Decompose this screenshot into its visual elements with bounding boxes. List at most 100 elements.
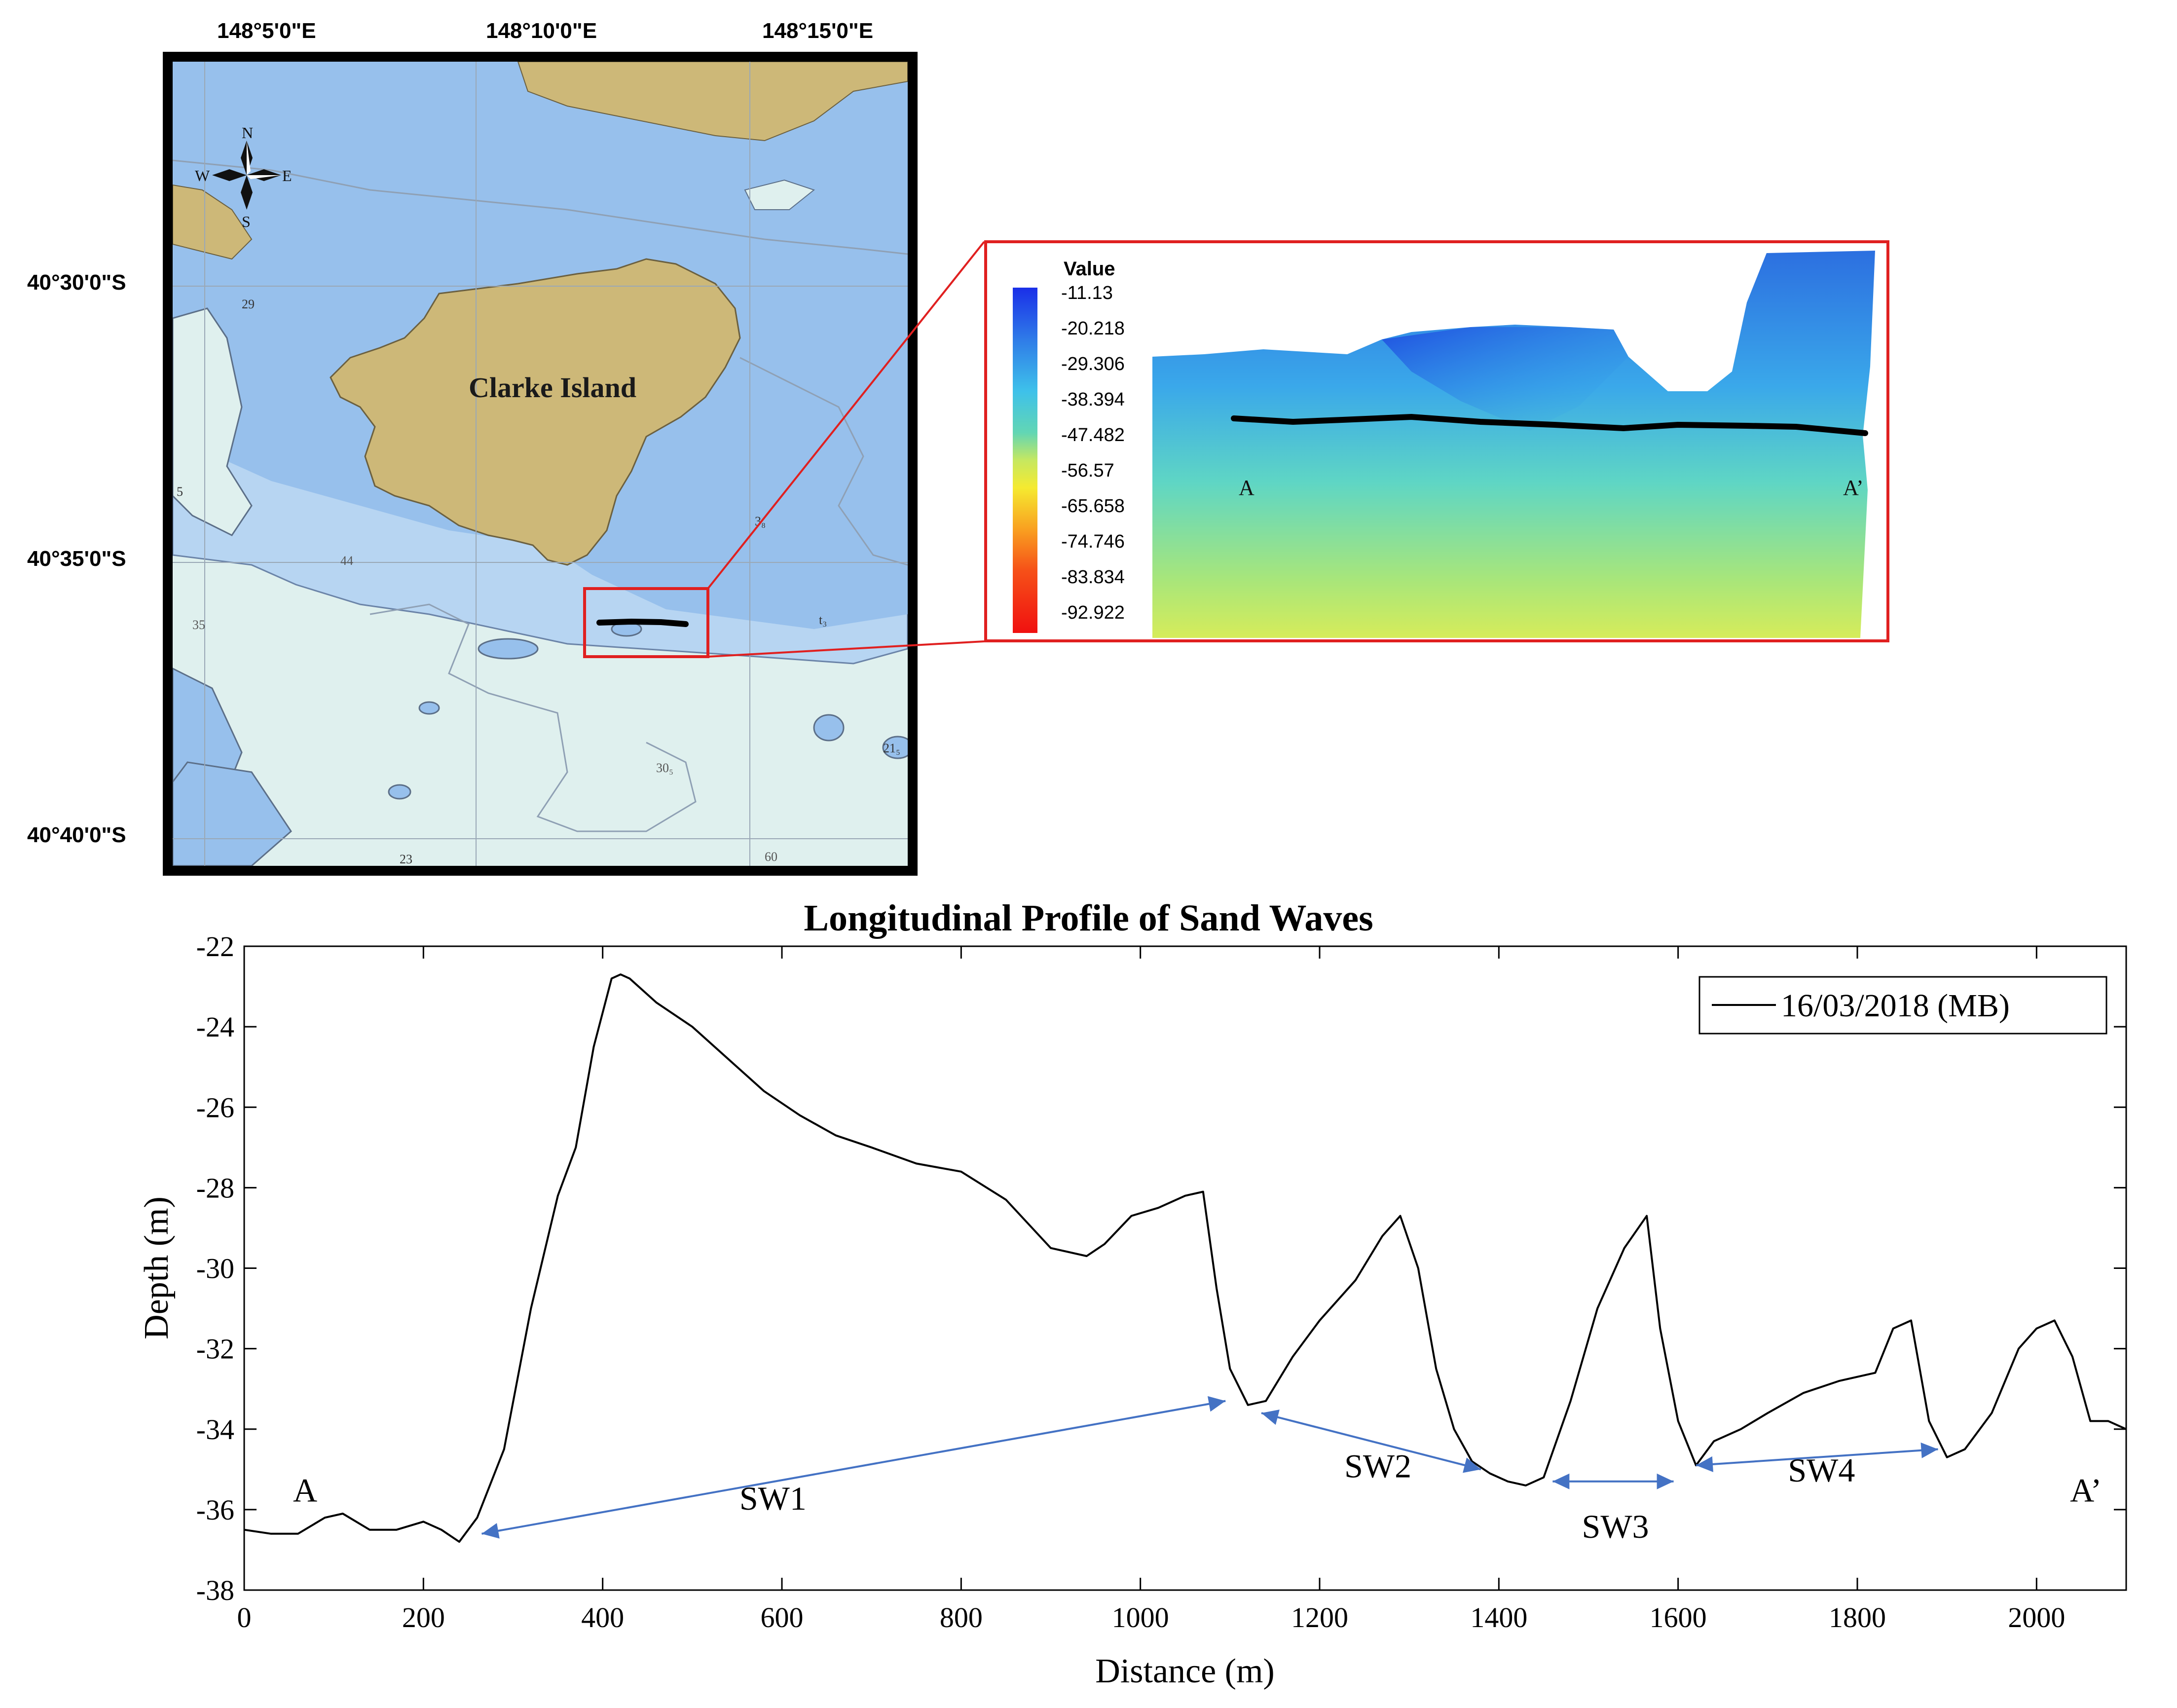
x-tick-label: 800	[940, 1601, 983, 1634]
legend-value: -65.658	[1061, 496, 1125, 517]
map-profile-line	[596, 618, 689, 627]
sounding-44: 44	[340, 554, 353, 568]
axis-ticks: 0 200 400 600 800 1000 1200 1400 1600 1800 2000 -38…	[196, 930, 2126, 1634]
annotation-label: A	[293, 1472, 317, 1509]
x-tick-label: 200	[402, 1601, 445, 1634]
x-tick-label: 1000	[1112, 1601, 1169, 1634]
legend-value: -11.13	[1061, 283, 1113, 303]
series-line-0	[244, 973, 2127, 1543]
x-tick-label: 600	[761, 1601, 804, 1634]
y-tick-label: -22	[196, 930, 234, 963]
map-canvas: Clarke Island 29 44 35 30₅ 60 21₅ 23 5 3…	[173, 62, 908, 866]
y-tick-label: -32	[196, 1333, 234, 1365]
shallow-bank-lower	[173, 761, 292, 866]
islet-6	[882, 736, 908, 759]
annotation-label: A’	[2070, 1472, 2102, 1509]
chart-legend: 16/03/2018 (MB)	[1698, 976, 2107, 1035]
legend-value: -47.482	[1061, 425, 1125, 446]
x-tick-label: 1200	[1291, 1601, 1348, 1634]
sounding-21: 21₅	[883, 741, 900, 755]
deep-water-overlay	[1382, 327, 1628, 431]
sounding-5: 5	[177, 484, 183, 499]
annotation-arrow-sw4	[1696, 1448, 1938, 1467]
arrowhead	[1920, 1442, 1938, 1458]
x-tick-label: 1800	[1829, 1601, 1886, 1634]
arrowhead	[1696, 1456, 1713, 1472]
annotation-label: SW4	[1788, 1451, 1855, 1489]
y-tick-label: -36	[196, 1494, 234, 1526]
annotation-arrow-sw2	[1261, 1412, 1481, 1471]
x-tick-label: 1600	[1650, 1601, 1707, 1634]
lat-label-1: 40°30'0"S	[27, 270, 126, 295]
inset-profile-line	[1231, 413, 1868, 436]
y-tick-label: -26	[196, 1091, 234, 1123]
y-tick-label: -34	[196, 1413, 234, 1446]
northern-land	[517, 62, 908, 142]
compass-s: S	[242, 213, 251, 230]
shallow-bank-west	[173, 307, 253, 536]
clarke-island-label: Clarke Island	[469, 371, 636, 404]
compass-w: W	[195, 167, 210, 185]
islet-5	[388, 784, 411, 800]
arrowhead	[1657, 1473, 1674, 1489]
legend-value: -74.746	[1061, 531, 1125, 552]
y-tick-label: -24	[196, 1011, 234, 1043]
arrowhead	[1207, 1396, 1226, 1412]
legend-series-name: 16/03/2018 (MB)	[1781, 988, 2010, 1024]
annotation-label: SW3	[1582, 1508, 1649, 1545]
y-tick-label: -28	[196, 1172, 234, 1204]
islet-1	[478, 638, 539, 660]
sounding-35: 35	[192, 618, 205, 632]
chart-title: Longitudinal Profile of Sand Waves	[804, 897, 1373, 939]
bathymetry-inset: Value -11.13 -20.218 -29.306 -38.394 -47…	[984, 240, 1889, 642]
legend-value: -83.834	[1061, 567, 1125, 588]
inset-label-a-prime: A’	[1843, 476, 1864, 500]
series-layer	[244, 973, 2127, 1543]
lat-label-2: 40°35'0"S	[27, 547, 126, 571]
islet-4	[418, 701, 440, 715]
inset-label-a: A	[1239, 476, 1255, 500]
lon-label-2: 148°10'0"E	[486, 19, 597, 43]
depth-contour-1	[369, 603, 697, 832]
legend-value: -38.394	[1061, 389, 1125, 410]
annotation-arrow-sw1	[481, 1400, 1226, 1535]
inset-surface: A A’	[1152, 251, 1875, 638]
legend-value: -20.218	[1061, 318, 1125, 339]
annotation-layer: A A’ SW1 SW2 SW3 SW4	[293, 1396, 2102, 1545]
compass-rose-icon: N S E W	[195, 124, 292, 230]
annotation-label: SW2	[1344, 1448, 1411, 1485]
islet-3	[813, 714, 845, 742]
sounding-30: 30₅	[656, 761, 673, 775]
x-tick-label: 0	[237, 1601, 252, 1634]
y-axis-label: Depth (m)	[138, 1196, 176, 1339]
y-tick-label: -38	[196, 1574, 234, 1606]
north-west-land	[173, 184, 253, 260]
bathymetry-surface	[1152, 251, 1875, 638]
lon-label-3: 148°15'0"E	[762, 19, 874, 43]
sounding-23: 23	[400, 852, 412, 866]
arrowhead	[1261, 1410, 1280, 1425]
plot-area	[243, 945, 2127, 1591]
small-island-north	[744, 179, 815, 210]
legend-value: -56.57	[1061, 460, 1114, 481]
sounding-29: 29	[242, 297, 255, 311]
sounding-t3: t₃	[819, 613, 827, 627]
annotation-label: SW1	[739, 1480, 807, 1517]
compass-e: E	[282, 167, 292, 185]
legend-value: -92.922	[1061, 602, 1125, 623]
arrowhead	[481, 1523, 500, 1539]
compass-n: N	[242, 124, 253, 142]
x-tick-label: 2000	[2008, 1601, 2065, 1634]
sounding-60: 60	[765, 850, 777, 864]
legend-title: Value	[1064, 258, 1115, 280]
legend-value: -29.306	[1061, 354, 1125, 374]
color-scale-bar	[1013, 288, 1037, 633]
map-highlight-box	[583, 587, 709, 658]
lon-label-1: 148°5'0"E	[217, 19, 316, 43]
arrowhead	[1552, 1473, 1570, 1489]
arrowhead	[1463, 1457, 1481, 1473]
y-tick-label: -30	[196, 1253, 234, 1285]
x-axis-label: Distance (m)	[1095, 1652, 1274, 1690]
x-tick-label: 400	[581, 1601, 624, 1634]
